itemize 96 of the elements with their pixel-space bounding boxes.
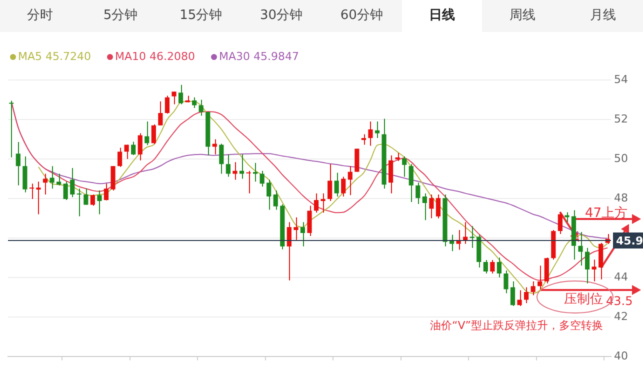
candlestick bbox=[172, 91, 176, 105]
text: 周线 bbox=[508, 7, 536, 25]
y-tick-label: 42 bbox=[614, 310, 628, 323]
candlestick bbox=[348, 166, 352, 196]
candlestick bbox=[192, 96, 197, 109]
candlestick bbox=[368, 120, 373, 146]
candlestick bbox=[510, 280, 516, 307]
candlestick bbox=[110, 166, 116, 192]
candlestick bbox=[219, 143, 224, 174]
candlestick bbox=[584, 247, 590, 284]
text: 15分钟 bbox=[178, 7, 224, 25]
candlestick bbox=[598, 242, 604, 280]
candlestick bbox=[374, 120, 380, 139]
legend-label: MA5 45.7240 bbox=[18, 50, 91, 63]
candlestick bbox=[9, 100, 14, 158]
candlestick bbox=[436, 194, 441, 219]
text: 30分钟 bbox=[259, 7, 304, 25]
candlestick bbox=[429, 194, 434, 219]
text: 60分钟 bbox=[339, 7, 384, 25]
candlestick bbox=[198, 99, 204, 116]
candlestick bbox=[592, 259, 596, 282]
candlestick bbox=[131, 141, 136, 156]
candlestick bbox=[286, 222, 292, 281]
candlestick bbox=[416, 182, 420, 204]
y-tick-label: 54 bbox=[614, 72, 628, 86]
candlestick bbox=[36, 181, 41, 215]
candlestick bbox=[530, 280, 536, 296]
candlestick bbox=[402, 156, 407, 178]
candlestick bbox=[97, 190, 102, 215]
candlestick bbox=[422, 192, 427, 221]
candlestick bbox=[504, 270, 508, 294]
candlestick bbox=[496, 257, 502, 278]
annotation: 47上方 bbox=[585, 205, 628, 222]
y-tick-label: 52 bbox=[614, 112, 628, 126]
candlestick bbox=[226, 154, 230, 178]
candlestick bbox=[490, 260, 495, 274]
annotation: 油价“V”型止跌反弹拉升，多空转换 bbox=[430, 318, 603, 333]
candlestick bbox=[307, 205, 312, 236]
text: 日线 bbox=[402, 0, 482, 32]
y-tick-label: 40 bbox=[614, 349, 628, 362]
candlestick bbox=[70, 168, 75, 198]
candlestick bbox=[151, 124, 156, 145]
candlestick bbox=[517, 290, 522, 307]
candlestick bbox=[124, 144, 129, 160]
candlestick bbox=[16, 141, 20, 186]
candlestick bbox=[314, 192, 319, 214]
candlestick bbox=[158, 100, 163, 126]
candlestick bbox=[252, 162, 258, 182]
candlestick bbox=[29, 183, 34, 200]
legend-label: MA30 45.9847 bbox=[219, 50, 299, 63]
candlestick bbox=[300, 222, 306, 247]
candlestick bbox=[354, 148, 360, 172]
candlestick bbox=[538, 265, 542, 290]
annotation: 压制位 bbox=[564, 291, 603, 308]
candlestick bbox=[320, 192, 326, 214]
candlestick bbox=[104, 183, 109, 201]
candlestick bbox=[22, 156, 28, 193]
candlestick bbox=[90, 194, 95, 206]
candlestick bbox=[84, 188, 88, 206]
candlestick bbox=[50, 166, 54, 190]
candlestick bbox=[117, 147, 122, 168]
candlestick bbox=[408, 164, 414, 203]
candlestick bbox=[334, 172, 339, 197]
candlestick bbox=[260, 170, 264, 188]
candlestick bbox=[63, 181, 68, 201]
candlestick bbox=[76, 188, 82, 217]
candlestick bbox=[273, 190, 278, 210]
ref-line-label: 45.9 bbox=[616, 234, 643, 248]
candlestick bbox=[246, 170, 251, 194]
y-tick-label: 48 bbox=[614, 191, 628, 204]
candlestick bbox=[144, 120, 150, 146]
candlestick bbox=[341, 176, 346, 197]
candlestick bbox=[239, 154, 244, 180]
candlestick bbox=[56, 173, 62, 186]
candlestick bbox=[388, 154, 394, 194]
y-tick-label: 44 bbox=[614, 270, 628, 284]
candlestick bbox=[294, 216, 298, 240]
candlestick bbox=[232, 162, 238, 180]
candlestick bbox=[42, 173, 48, 196]
candlestick bbox=[328, 164, 332, 202]
candlestick bbox=[558, 212, 562, 234]
candlestick bbox=[164, 95, 170, 114]
candlestick bbox=[483, 260, 488, 274]
text: 5分钟 bbox=[102, 7, 139, 25]
y-tick-label: 50 bbox=[614, 152, 628, 165]
candlestick bbox=[138, 132, 142, 161]
candlestick bbox=[544, 257, 549, 284]
legend-label: MA10 46.2080 bbox=[115, 50, 195, 63]
text: 分时 bbox=[26, 7, 54, 25]
text: 月线 bbox=[588, 7, 617, 25]
candlestick bbox=[578, 232, 583, 266]
candlestick bbox=[266, 179, 272, 210]
candlestick bbox=[361, 134, 366, 146]
candlestick bbox=[564, 212, 570, 223]
candlestick bbox=[524, 286, 529, 304]
candlestick bbox=[178, 84, 184, 105]
